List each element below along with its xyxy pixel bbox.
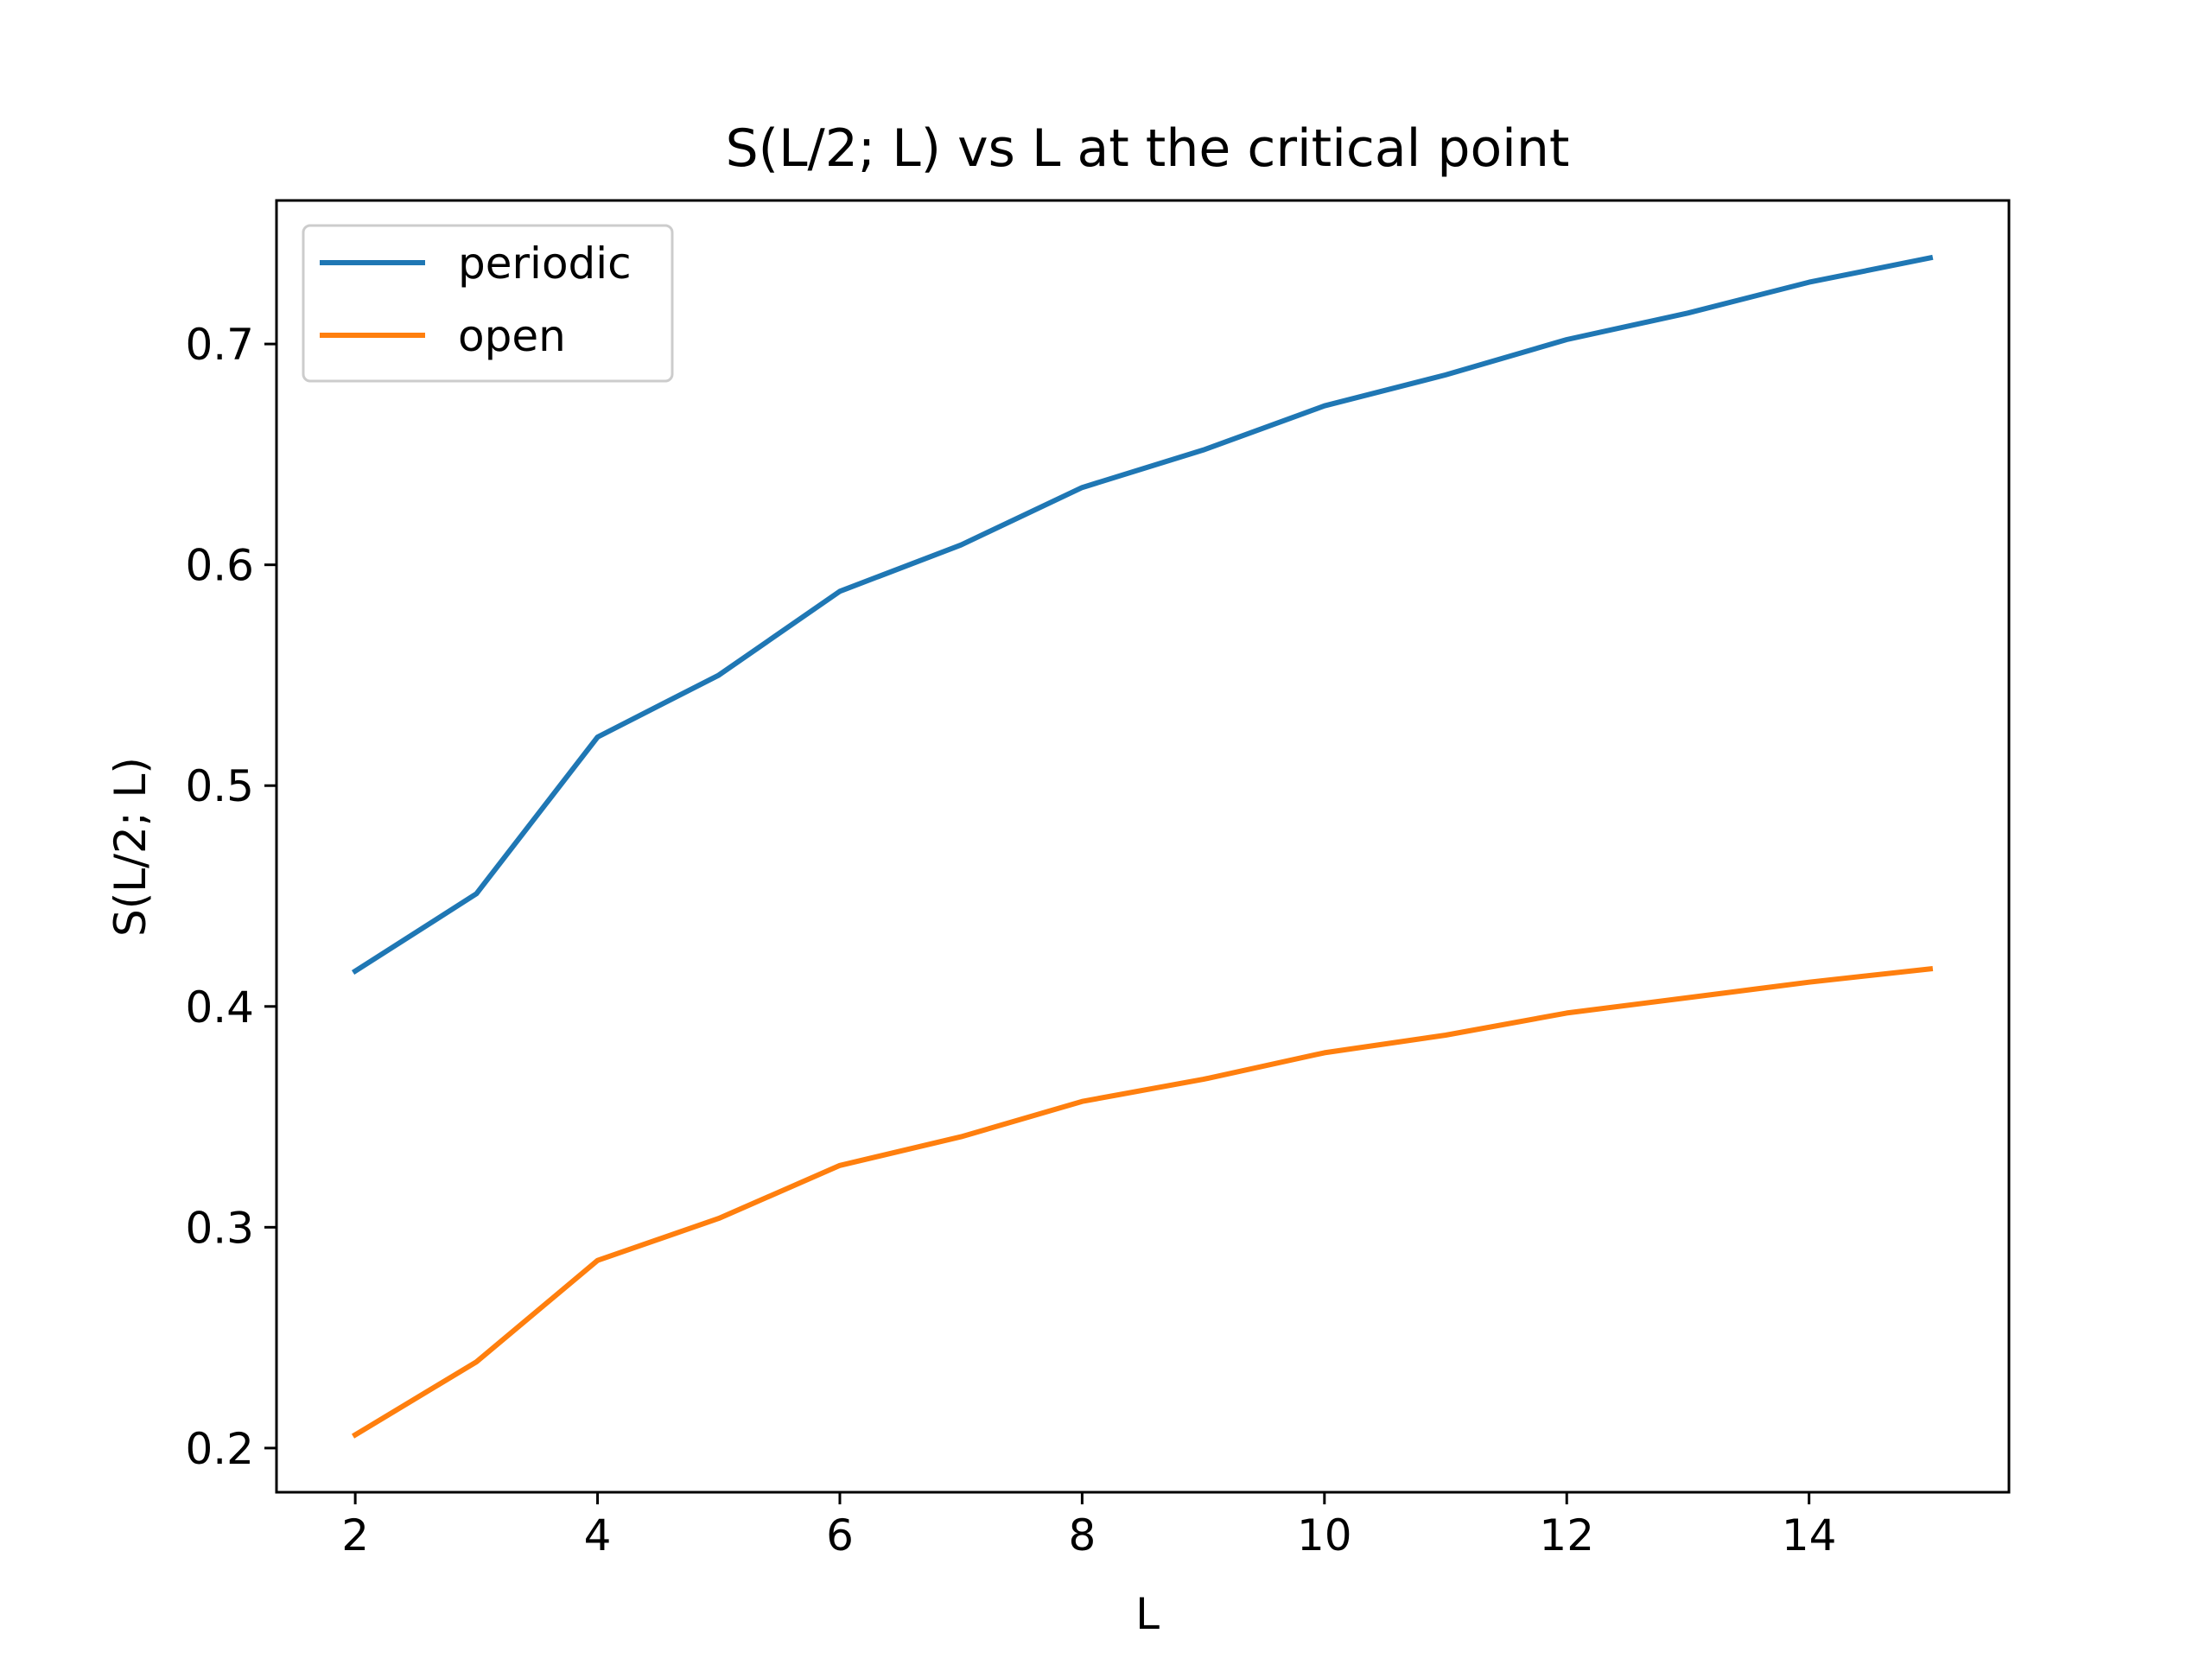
- y-tick-label: 0.3: [185, 1203, 254, 1253]
- x-tick-label: 12: [1539, 1510, 1594, 1560]
- y-axis: 0.2 0.3 0.4 0.5 0.6 0.7: [185, 320, 276, 1474]
- y-tick-label: 0.2: [185, 1424, 254, 1474]
- x-tick-label: 6: [826, 1510, 854, 1560]
- chart-title: S(L/2; L) vs L at the critical point: [726, 118, 1570, 179]
- series-line-periodic: [351, 254, 1934, 976]
- series-layer: [351, 254, 1934, 1439]
- plot-area-frame: [275, 199, 2011, 1494]
- y-tick-label: 0.7: [185, 320, 254, 370]
- series-line-open: [351, 965, 1934, 1439]
- x-axis: 2 4 6 8 10 12 14: [341, 1492, 1836, 1560]
- x-tick-label: 14: [1782, 1510, 1837, 1560]
- y-tick-label: 0.4: [185, 982, 254, 1033]
- legend-label-open: open: [458, 311, 566, 361]
- legend: periodic open: [302, 224, 674, 383]
- x-tick-label: 8: [1068, 1510, 1096, 1560]
- legend-label-periodic: periodic: [458, 238, 632, 289]
- y-tick-label: 0.5: [185, 761, 254, 811]
- y-axis-label: S(L/2; L): [105, 757, 156, 937]
- x-tick-label: 10: [1297, 1510, 1352, 1560]
- x-tick-label: 2: [341, 1510, 369, 1560]
- y-tick-label: 0.6: [185, 541, 254, 591]
- x-tick-label: 4: [584, 1510, 612, 1560]
- x-axis-label: L: [1135, 1589, 1160, 1639]
